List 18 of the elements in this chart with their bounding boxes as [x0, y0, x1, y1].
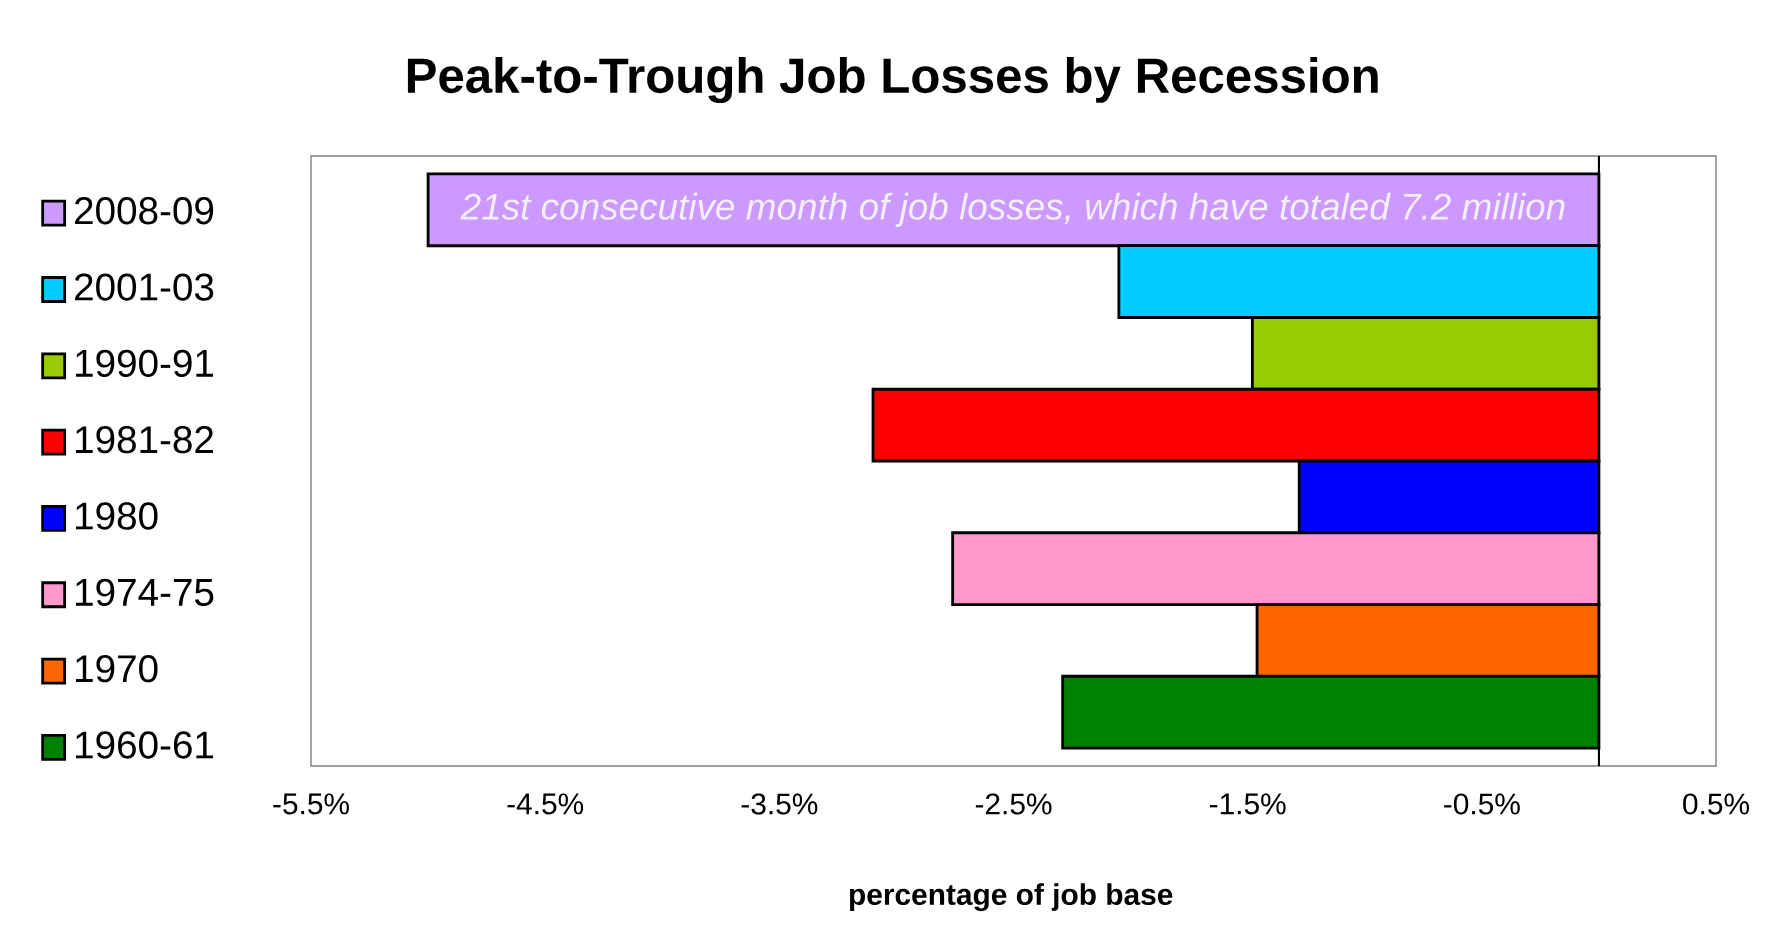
x-tick-label: 0.5%: [1683, 793, 1750, 815]
legend-label: 2008-09: [75, 197, 214, 225]
legend-label: 1980: [76, 502, 158, 530]
x-tick-label: -2.5%: [975, 793, 1052, 815]
chart-title: Peak-to-Trough Job Losses by Recession: [407, 56, 1378, 104]
x-tick-label: -1.5%: [1209, 793, 1286, 815]
legend-label: 2001-03: [75, 273, 214, 301]
x-tick-label: -0.5%: [1444, 793, 1520, 815]
legend-label: 1970: [76, 655, 158, 683]
legend-label: 1990-91: [76, 349, 214, 378]
x-tick-label: -5.5%: [273, 793, 349, 815]
x-axis-title: percentage of job base: [850, 883, 1173, 912]
legend-label: 1974-75: [76, 578, 214, 607]
legend-label: 1981-82: [76, 426, 214, 454]
annotation: 21st consecutive month of job losses, which have totaled 7.2 million: [460, 192, 1565, 228]
x-tick-label: -4.5%: [507, 793, 584, 815]
legend-label: 1960-61: [76, 731, 214, 759]
x-tick-label: -3.5%: [741, 793, 818, 815]
